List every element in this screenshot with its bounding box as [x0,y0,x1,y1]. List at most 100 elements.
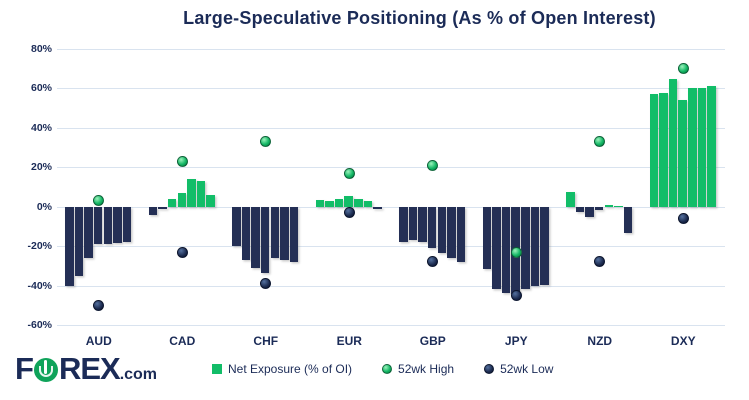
bar-chf [251,206,260,268]
bar-jpy [540,206,549,285]
low-dot-gbp [427,256,439,268]
bar-chf [241,206,251,260]
high-dot-aud [93,195,105,207]
bar-jpy [521,206,530,290]
low-dot-swatch-icon [484,364,495,374]
bar-dxy [659,93,668,207]
bar-chf [270,206,280,258]
gridline [57,285,725,287]
low-dot-jpy [510,289,522,301]
bar-jpy [492,206,501,290]
category-label-chf: CHF [253,334,279,348]
low-dot-dxy [677,213,689,224]
low-dot-aud [93,299,105,311]
y-tick-label: 40% [30,121,52,134]
bar-dxy [688,88,697,207]
bar-nzd [585,206,594,217]
bar-cad [148,206,158,215]
high-dot-jpy [510,246,522,258]
gridline [57,88,725,90]
legend-label: Net Exposure (% of OI) [228,362,353,376]
gridline [57,127,725,129]
bar-jpy [482,206,492,269]
high-dot-nzd [594,136,606,148]
bar-nzd [594,206,604,210]
legend-label: 52wk Low [500,362,554,376]
bar-eur [334,198,344,207]
bar-cad [187,179,196,207]
y-tick-label: -60% [27,319,52,331]
net-exposure-swatch-icon [212,364,222,374]
category-label-cad: CAD [169,334,196,348]
bar-dxy [697,88,707,207]
gridline [57,325,725,326]
high-dot-chf [260,136,272,148]
logo-text-com: .com [119,366,158,383]
high-dot-eur [343,167,355,179]
bar-gbp [437,206,446,253]
bar-aud [74,206,84,276]
forex-logo: F REX .com [15,353,157,384]
bar-eur [354,198,363,207]
legend: Net Exposure (% of OI) 52wk High 52wk Lo… [212,362,553,376]
gridline [57,49,725,50]
low-dot-eur [343,207,355,219]
bar-aud [93,206,103,245]
chart-title: Large-Speculative Positioning (As % of O… [183,8,656,28]
legend-label: 52wk High [398,362,455,376]
bar-cad [196,181,206,207]
bar-gbp [447,206,456,258]
bar-aud [122,206,132,243]
bar-chf [260,206,270,273]
high-dot-swatch-icon [382,364,393,374]
bar-chf [232,206,241,247]
bar-nzd [604,204,613,207]
low-dot-nzd [594,256,606,268]
high-dot-gbp [427,159,439,171]
bar-nzd [614,205,623,208]
bar-nzd [623,206,633,234]
bar-nzd [575,206,585,212]
high-dot-cad [176,155,188,167]
bar-aud [113,206,122,244]
low-dot-chf [260,278,272,290]
y-tick-label: -40% [27,279,52,292]
bar-chf [280,206,289,260]
gridline [57,167,725,169]
bar-cad [158,206,167,209]
bar-gbp [418,206,427,243]
bar-dxy [678,100,687,207]
y-tick-label: 80% [30,43,52,55]
bar-gbp [427,206,437,249]
bar-aud [65,206,74,286]
low-dot-cad [176,246,188,258]
bar-eur [325,200,334,207]
bar-cad [206,194,215,207]
bar-eur [363,200,373,207]
bar-jpy [530,206,540,287]
bar-nzd [566,191,575,207]
legend-item-net-exposure: Net Exposure (% of OI) [212,362,352,376]
category-label-gbp: GBP [419,334,446,348]
legend-item-52wk-high: 52wk High [382,362,454,376]
bar-eur [344,195,353,207]
high-dot-dxy [677,63,689,75]
bar-aud [84,206,93,258]
bar-eur [315,199,325,207]
bar-cad [177,192,186,207]
legend-item-52wk-low: 52wk Low [484,362,553,376]
logo-o-icon [33,357,58,382]
category-label-eur: EUR [336,334,362,348]
bar-aud [103,206,112,245]
bar-gbp [408,206,418,241]
bar-cad [167,198,177,207]
y-tick-label: -20% [27,240,52,253]
y-tick-label: 60% [30,82,52,95]
logo-text-f: F [15,351,34,386]
category-label-aud: AUD [85,334,112,348]
category-label-jpy: JPY [504,334,528,348]
bar-jpy [501,206,511,294]
bar-chf [289,206,299,262]
bar-eur [373,206,382,209]
